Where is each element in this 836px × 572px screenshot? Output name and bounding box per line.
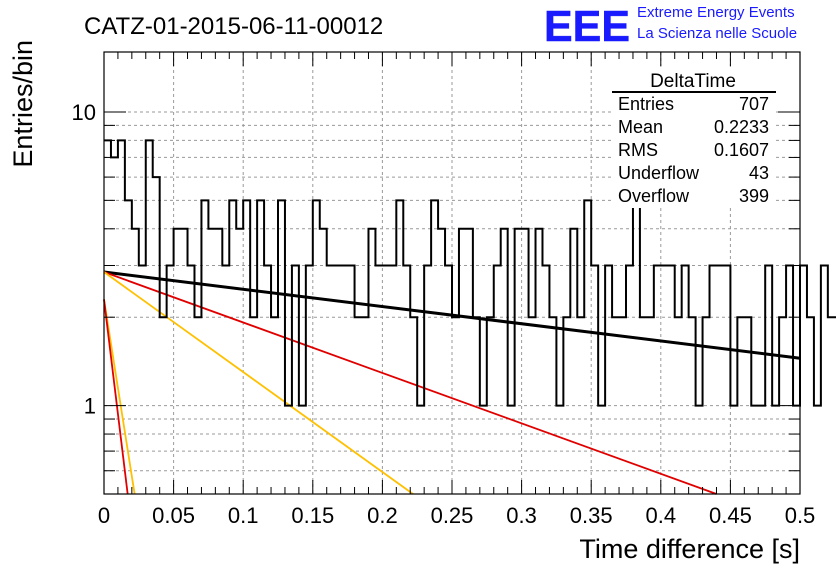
x-tick-label: 0.15 [291, 503, 334, 528]
stats-value-mean: 0.2233 [714, 117, 769, 137]
stats-value-entries: 707 [739, 94, 769, 114]
fit-curve-4 [103, 299, 136, 495]
stats-label-rms: RMS [618, 140, 658, 160]
eee-logo-mark: EEE [544, 2, 630, 51]
stats-label-entries: Entries [618, 94, 674, 114]
stats-label-mean: Mean [618, 117, 663, 137]
eee-logo-line2: La Scienza nelle Scuole [637, 25, 797, 42]
x-tick-label: 0.1 [228, 503, 259, 528]
stats-value-underflow: 43 [749, 163, 769, 183]
y-tick-label: 10 [72, 100, 96, 125]
x-tick-label: 0.5 [785, 503, 816, 528]
x-tick-label: 0.3 [506, 503, 537, 528]
histogram-series [104, 139, 836, 407]
stats-box: DeltaTime Entries 707 Mean 0.2233 RMS 0.… [612, 70, 776, 208]
x-tick-label: 0.2 [367, 503, 398, 528]
stats-value-overflow: 399 [739, 186, 769, 206]
x-tick-label: 0.05 [152, 503, 195, 528]
x-tick-label: 0.4 [646, 503, 677, 528]
stats-label-underflow: Underflow [618, 163, 700, 183]
histogram-layer [104, 139, 836, 407]
axes [103, 51, 801, 495]
x-tick-label: 0.25 [431, 503, 474, 528]
eee-logo-line1: Extreme Energy Events [637, 4, 795, 21]
stats-value-rms: 0.1607 [714, 140, 769, 160]
chart-title: CATZ-01-2015-06-11-00012 [84, 13, 383, 40]
fit-curve-3 [103, 271, 414, 495]
stats-box-title: DeltaTime [650, 71, 736, 92]
y-axis-label: Entries/bin [8, 40, 38, 168]
fit-curve-5 [103, 299, 129, 495]
stats-label-overflow: Overflow [618, 186, 690, 206]
x-tick-label: 0 [98, 503, 110, 528]
x-axis-label: Time difference [s] [579, 534, 800, 564]
x-tick-label: 0.45 [709, 503, 752, 528]
x-tick-label: 0.35 [570, 503, 613, 528]
y-tick-label: 1 [84, 394, 96, 419]
eee-logo: EEE Extreme Energy Events La Scienza nel… [544, 2, 797, 52]
tick-labels: 0 0.05 0.1 0.15 0.2 0.25 0.3 0.35 0.4 0.45 0.5 1 10 [72, 100, 816, 528]
fit-curve-2 [103, 271, 717, 495]
